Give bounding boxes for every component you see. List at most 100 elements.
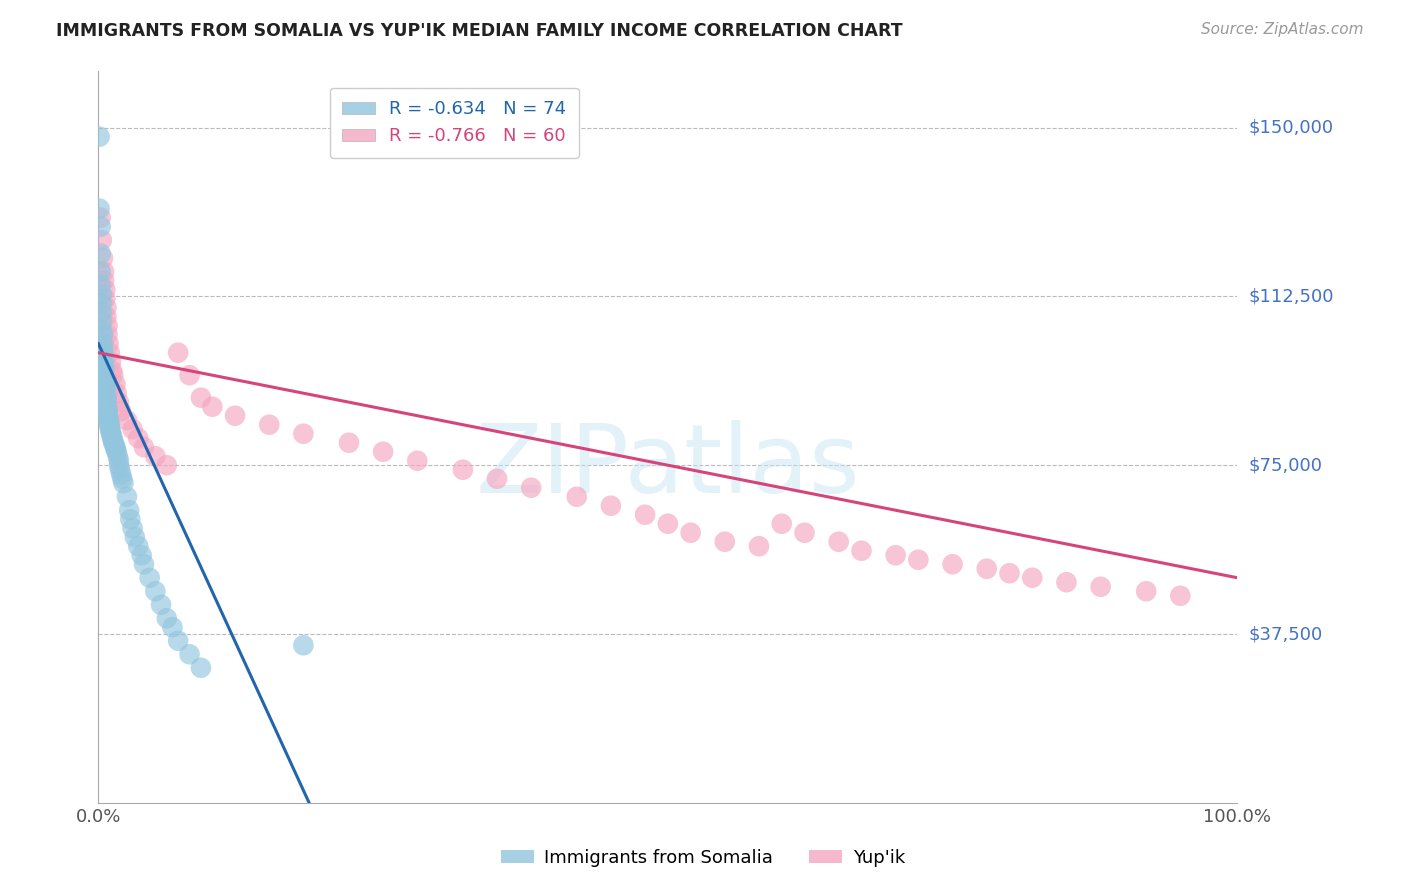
Point	[371, 444, 394, 458]
Point	[828, 534, 851, 549]
Point	[108, 463, 131, 477]
Point	[98, 345, 121, 359]
Point	[145, 584, 167, 599]
Point	[1170, 589, 1192, 603]
Point	[96, 391, 118, 405]
Point	[100, 425, 122, 439]
Point	[94, 292, 117, 306]
Point	[91, 336, 114, 351]
Point	[190, 661, 212, 675]
Point	[451, 463, 474, 477]
Point	[110, 404, 132, 418]
Point	[90, 296, 112, 310]
Point	[127, 539, 149, 553]
Point	[486, 472, 509, 486]
Point	[103, 435, 125, 450]
Legend: R = -0.634   N = 74, R = -0.766   N = 60: R = -0.634 N = 74, R = -0.766 N = 60	[330, 87, 579, 158]
Point	[93, 354, 115, 368]
Point	[103, 438, 125, 452]
Point	[90, 233, 112, 247]
Point	[98, 422, 121, 436]
Point	[91, 341, 114, 355]
Text: $112,500: $112,500	[1249, 287, 1334, 305]
Point	[91, 345, 114, 359]
Point	[884, 548, 907, 562]
Point	[91, 350, 114, 364]
Point	[90, 246, 112, 260]
Point	[90, 265, 112, 279]
Point	[138, 571, 160, 585]
Point	[292, 426, 315, 441]
Point	[97, 413, 120, 427]
Point	[115, 490, 138, 504]
Point	[96, 407, 118, 421]
Point	[94, 377, 117, 392]
Point	[1135, 584, 1157, 599]
Point	[108, 453, 131, 467]
Point	[657, 516, 679, 531]
Point	[337, 435, 360, 450]
Point	[634, 508, 657, 522]
Point	[93, 359, 115, 374]
Point	[90, 305, 112, 319]
Point	[96, 310, 118, 324]
Point	[93, 274, 115, 288]
Point	[90, 211, 112, 225]
Point	[167, 345, 190, 359]
Point	[976, 562, 998, 576]
Point	[105, 444, 128, 458]
Point	[89, 202, 111, 216]
Point	[201, 400, 224, 414]
Point	[108, 458, 131, 473]
Point	[93, 368, 115, 383]
Point	[156, 458, 179, 473]
Text: $37,500: $37,500	[1249, 625, 1323, 643]
Point	[100, 426, 122, 441]
Point	[110, 467, 132, 482]
Point	[103, 434, 125, 448]
Point	[120, 512, 142, 526]
Point	[259, 417, 281, 432]
Point	[96, 388, 118, 402]
Point	[156, 611, 179, 625]
Point	[115, 413, 138, 427]
Point	[520, 481, 543, 495]
Point	[167, 633, 190, 648]
Point	[224, 409, 246, 423]
Point	[97, 416, 120, 430]
Point	[90, 219, 112, 234]
Point	[96, 327, 118, 342]
Point	[121, 422, 143, 436]
Point	[103, 368, 125, 383]
Point	[121, 521, 143, 535]
Text: ZIPatlas: ZIPatlas	[475, 420, 860, 513]
Point	[93, 265, 115, 279]
Point	[127, 431, 149, 445]
Point	[104, 442, 127, 457]
Point	[96, 392, 118, 407]
Point	[1054, 575, 1078, 590]
Point	[93, 364, 115, 378]
Point	[1090, 580, 1112, 594]
Point	[179, 368, 201, 383]
Point	[94, 379, 117, 393]
Point	[1021, 571, 1043, 585]
Point	[111, 472, 134, 486]
Point	[96, 401, 118, 416]
Legend: Immigrants from Somalia, Yup'ik: Immigrants from Somalia, Yup'ik	[494, 842, 912, 874]
Point	[94, 382, 117, 396]
Point	[179, 647, 201, 661]
Point	[105, 386, 128, 401]
Point	[132, 440, 155, 454]
Point	[98, 420, 121, 434]
Point	[112, 476, 135, 491]
Point	[190, 391, 212, 405]
Point	[104, 377, 127, 392]
Text: $75,000: $75,000	[1249, 456, 1323, 475]
Point	[97, 336, 120, 351]
Point	[101, 364, 124, 378]
Point	[292, 638, 315, 652]
Text: IMMIGRANTS FROM SOMALIA VS YUP'IK MEDIAN FAMILY INCOME CORRELATION CHART: IMMIGRANTS FROM SOMALIA VS YUP'IK MEDIAN…	[56, 22, 903, 40]
Point	[94, 386, 117, 401]
Point	[907, 553, 929, 567]
